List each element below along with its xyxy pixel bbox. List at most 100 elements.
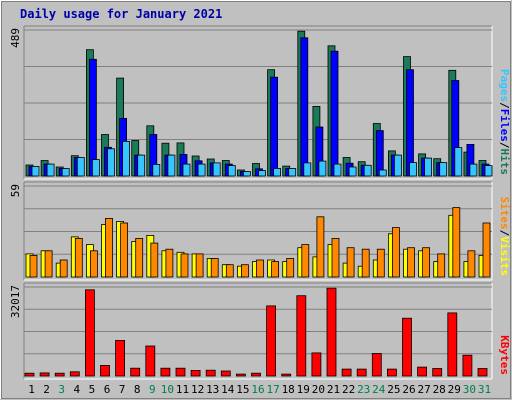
chart-title: Daily usage for January 2021: [20, 7, 222, 21]
x-tick-label-day-17: 17: [266, 383, 279, 396]
bar-files-day-26: [406, 69, 414, 177]
bar-sites-day-31: [482, 222, 491, 278]
legend-entry-pages: Pages: [498, 69, 511, 102]
x-tick-label-day-18: 18: [282, 383, 295, 396]
bar-sites-day-12: [195, 253, 204, 278]
bar-files-day-24: [375, 130, 384, 177]
bar-files-day-5: [89, 58, 97, 177]
bar-kbytes-day-10: [160, 367, 171, 377]
bar-kbytes-day-3: [54, 372, 65, 377]
bar-sites-day-3: [59, 259, 68, 278]
x-tick-label-day-27: 27: [417, 383, 430, 396]
x-tick-label-day-4: 4: [73, 383, 80, 396]
x-tick-label-day-31: 31: [478, 383, 491, 396]
bar-kbytes-day-14: [220, 370, 231, 377]
bar-sites-day-22: [346, 247, 355, 278]
bar-kbytes-day-20: [311, 352, 322, 377]
bar-sites-day-27: [422, 247, 431, 278]
series-pages: [31, 140, 493, 177]
bar-kbytes-day-15: [235, 373, 246, 377]
bar-pages-day-31: [484, 165, 493, 177]
bar-pages-day-26: [409, 162, 417, 177]
bar-sites-day-26: [407, 247, 415, 278]
panel-visits-sites: 59 Sites/Visits: [9, 181, 511, 281]
bar-kbytes-day-16: [251, 372, 261, 377]
x-tick-label-day-15: 15: [236, 383, 249, 396]
x-tick-label-day-9: 9: [149, 383, 156, 396]
bar-pages-day-9: [152, 163, 161, 177]
bar-sites-day-24: [376, 248, 385, 278]
legend-entry-visits: Visits: [498, 236, 511, 276]
x-tick-label-day-23: 23: [357, 383, 370, 396]
bar-sites-day-23: [361, 248, 370, 278]
bar-sites-day-30: [467, 250, 476, 278]
bar-kbytes-day-4: [69, 371, 80, 377]
bar-pages-day-30: [469, 163, 478, 177]
bar-kbytes-day-6: [100, 364, 110, 377]
bar-sites-day-14: [225, 264, 234, 278]
legend-entry-sep: /: [498, 142, 511, 149]
bar-sites-day-11: [180, 253, 189, 278]
bar-kbytes-day-11: [175, 367, 186, 377]
y-max-label: 32017: [9, 285, 22, 318]
bar-files-day-21: [330, 50, 339, 177]
bar-kbytes-day-1: [24, 372, 35, 377]
bar-sites-day-20: [316, 216, 325, 278]
bar-kbytes-day-26: [402, 317, 412, 377]
bar-pages-day-1: [31, 165, 40, 177]
bar-sites-day-18: [286, 258, 295, 278]
bar-pages-day-6: [107, 148, 115, 177]
bar-kbytes-day-13: [205, 369, 216, 377]
bar-pages-day-8: [137, 154, 146, 177]
bar-sites-day-10: [165, 248, 174, 278]
x-tick-label-day-3: 3: [58, 383, 65, 396]
bar-files-day-17: [270, 76, 279, 177]
legend-entry-files: Files: [498, 109, 511, 142]
x-tick-label-day-21: 21: [327, 383, 340, 396]
bar-kbytes-day-22: [341, 368, 352, 377]
x-tick-label-day-8: 8: [134, 383, 141, 396]
bar-sites-day-7: [120, 222, 128, 278]
legend-entry-sep: /: [498, 102, 511, 109]
bar-kbytes-day-24: [371, 353, 382, 377]
bar-kbytes-day-17: [266, 305, 277, 377]
x-tick-label-day-2: 2: [43, 383, 50, 396]
panel-legend: Sites/Visits: [498, 197, 511, 277]
legend-entry-kbytes: KBytes: [498, 335, 511, 375]
legend-entry-sites: Sites: [498, 197, 511, 230]
bar-pages-day-5: [92, 159, 100, 177]
x-tick-label-day-19: 19: [297, 383, 310, 396]
bar-kbytes-day-23: [356, 368, 367, 377]
bar-pages-day-24: [378, 169, 387, 177]
bar-sites-day-4: [74, 237, 83, 278]
bar-kbytes-day-7: [115, 339, 125, 377]
bar-kbytes-day-27: [417, 366, 428, 377]
bar-kbytes-day-19: [296, 295, 307, 377]
bar-pages-day-15: [242, 171, 251, 177]
bar-sites-day-6: [105, 217, 113, 278]
bar-pages-day-19: [303, 162, 312, 177]
bar-pages-day-10: [167, 154, 176, 177]
x-tick-label-day-5: 5: [89, 383, 96, 396]
bar-pages-day-4: [76, 157, 85, 177]
bar-pages-day-28: [439, 162, 448, 177]
bar-sites-day-17: [271, 261, 280, 278]
x-tick-label-day-25: 25: [387, 383, 400, 396]
x-tick-label-day-24: 24: [372, 383, 386, 396]
x-tick-label-day-20: 20: [312, 383, 325, 396]
bar-sites-day-9: [150, 242, 159, 278]
x-tick-label-day-11: 11: [176, 383, 189, 396]
bar-pages-day-2: [46, 163, 55, 177]
bar-pages-day-20: [318, 160, 327, 177]
bar-pages-day-16: [258, 170, 266, 177]
bar-pages-day-12: [197, 163, 206, 177]
bar-kbytes-day-30: [462, 354, 473, 377]
bar-pages-day-23: [363, 164, 372, 177]
bar-sites-day-13: [210, 258, 219, 278]
bar-pages-day-14: [227, 165, 236, 177]
bar-sites-day-1: [29, 254, 38, 278]
